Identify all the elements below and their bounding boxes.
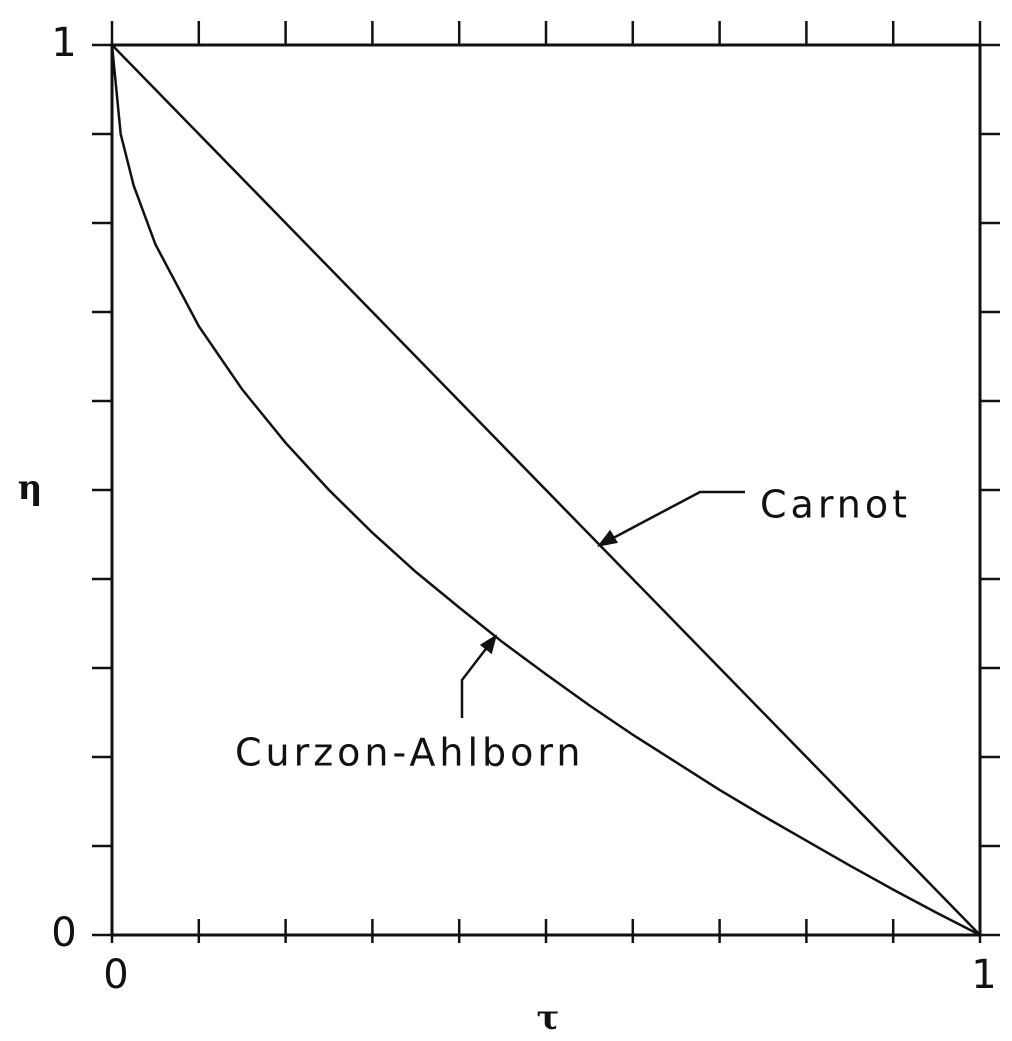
line-series (110, 44, 981, 937)
x-tick-label: 0 (103, 952, 128, 998)
x-tick-label: 1 (971, 952, 996, 998)
y-tick-label: 1 (51, 20, 76, 66)
y-axis-label: η (18, 468, 43, 508)
y-tick-label: 0 (51, 910, 76, 956)
curzon-ahlborn-annotation: Curzon-Ahlborn (235, 731, 584, 775)
ca-arrow (460, 636, 496, 718)
line-series (111, 44, 981, 936)
carnot-annotation: Carnot (760, 483, 911, 527)
carnot-arrow (599, 490, 745, 547)
carnot-arrowhead (597, 529, 618, 547)
ca-arrowhead (479, 634, 498, 655)
x-axis-label: τ (537, 998, 560, 1038)
